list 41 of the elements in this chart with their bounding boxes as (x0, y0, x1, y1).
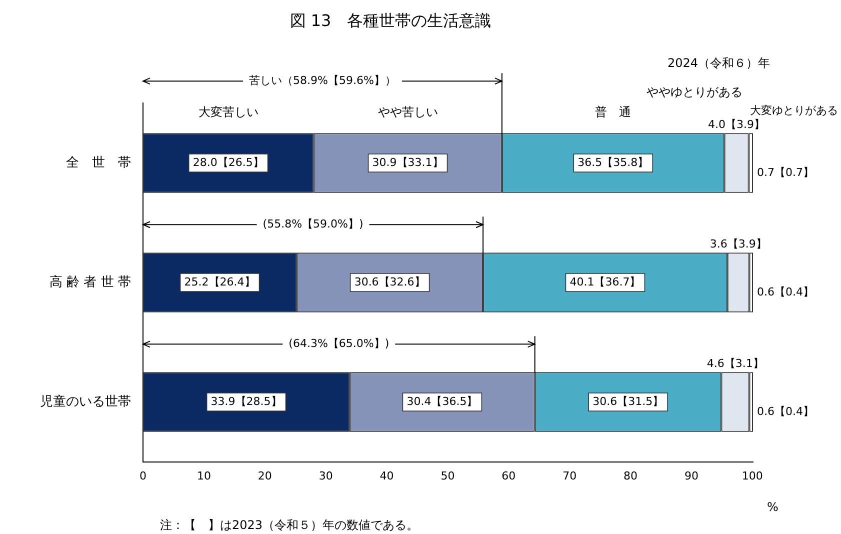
x-tick-label: 30 (318, 469, 333, 482)
x-tick-label: 90 (684, 469, 698, 482)
x-tick-label: 70 (562, 469, 577, 482)
x-tick-label: 10 (196, 469, 211, 482)
data-label: 36.5【35.8】 (578, 156, 649, 169)
y-tick-label: 全 世 帯 (66, 155, 131, 170)
text: ややゆとりがある (646, 85, 743, 100)
x-tick-label: 50 (440, 469, 455, 482)
x-axis-title: % (767, 500, 778, 514)
data-label: 33.9【28.5】 (210, 394, 282, 408)
data-label: 4.6【3.1】 (706, 357, 764, 370)
text: 注：【 】は2023（令和５）年の数値である。 (160, 518, 419, 532)
x-tick-label: 80 (624, 469, 638, 482)
data-label: 40.1【36.7】 (570, 275, 641, 288)
series-label: 大変苦しい (198, 105, 258, 120)
chart-subtitle: 2024（令和６）年 (667, 56, 770, 70)
data-label: 25.2【26.4】 (184, 275, 256, 288)
y-tick-label: 高 齢 者 世 帯 (49, 274, 131, 290)
x-tick-label: 40 (380, 469, 394, 482)
data-label: 30.9【33.1】 (372, 156, 444, 169)
data-label: 0.7【0.7】 (757, 166, 814, 179)
data-label: 30.6【31.5】 (592, 394, 664, 408)
annotation: (55.8%【59.0%】) (262, 217, 364, 230)
data-label: 3.6【3.9】 (710, 237, 767, 250)
series-label: 普 通 (595, 105, 632, 120)
data-label: 4.0【3.9】 (708, 118, 766, 131)
annotation: (64.3%【65.0%】) (288, 337, 390, 350)
x-tick-label: 60 (502, 469, 516, 482)
text: 苦しい（58.9%【59.6%】） (249, 74, 396, 87)
x-tick-label: 0 (140, 469, 146, 482)
data-label: 30.6【32.6】 (354, 275, 426, 288)
y-tick-label: 児童のいる世帯 (40, 393, 131, 410)
data-label: 0.6【0.4】 (757, 285, 814, 298)
x-tick-label: 100 (742, 469, 763, 482)
x-tick-label: 20 (258, 469, 272, 482)
series-label: 大変ゆとりがある (750, 104, 838, 117)
chart-title: 図 13 各種世帯の生活意識 (290, 10, 492, 30)
data-label: 28.0【26.5】 (192, 156, 264, 169)
series-label: やや苦しい (378, 105, 438, 120)
data-label: 30.4【36.5】 (406, 394, 478, 408)
data-label: 0.6【0.4】 (757, 404, 814, 418)
